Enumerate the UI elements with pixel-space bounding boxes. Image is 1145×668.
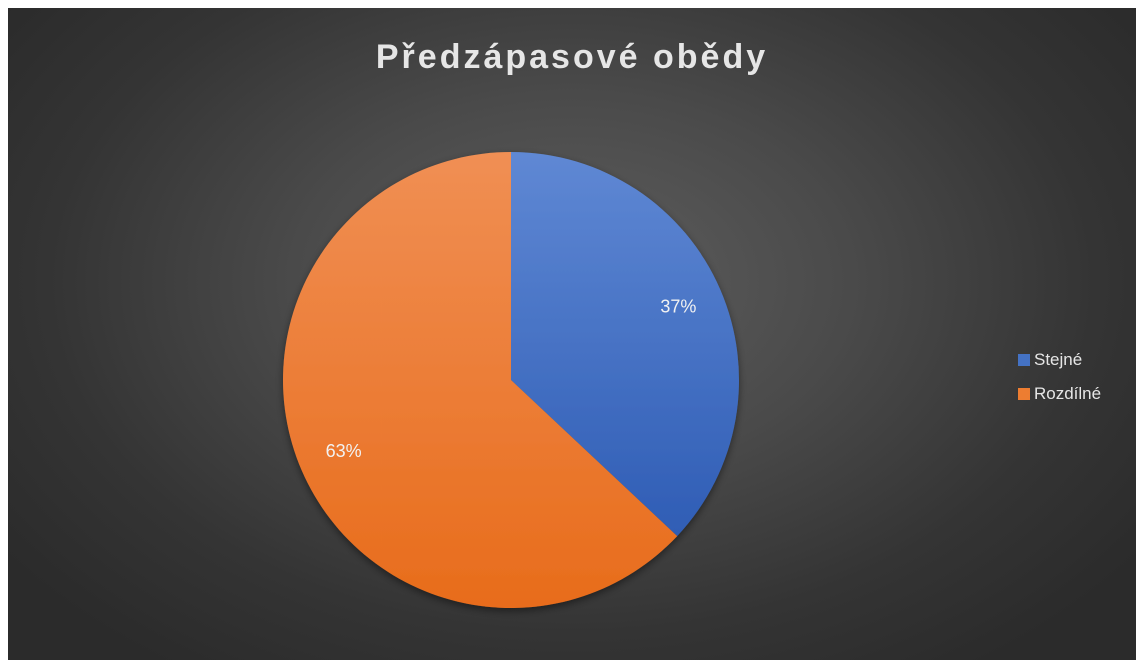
data-label-rozdilne: 63% — [326, 441, 362, 461]
legend-swatch-rozdilne — [1018, 388, 1030, 400]
legend-item-stejne: Stejné — [1018, 343, 1101, 377]
pie-slice-rozdilne — [282, 152, 678, 608]
legend-label-stejne: Stejné — [1034, 350, 1083, 369]
chart-title: Předzápasové obědy — [375, 38, 769, 76]
legend-swatch-stejne — [1018, 354, 1030, 366]
pie-slice-stejne — [511, 152, 739, 537]
legend-label-rozdilne: Rozdílné — [1034, 384, 1102, 403]
legend-item-rozdilne: Rozdílné — [1018, 377, 1101, 411]
pie-chart: 37% 63% — [282, 152, 739, 608]
data-label-stejne: 37% — [660, 296, 696, 316]
chart-area: Předzápasové obědy 37% 63% Stejné Rozdíln… — [8, 8, 1136, 660]
legend: Stejné Rozdílné — [1018, 343, 1101, 411]
